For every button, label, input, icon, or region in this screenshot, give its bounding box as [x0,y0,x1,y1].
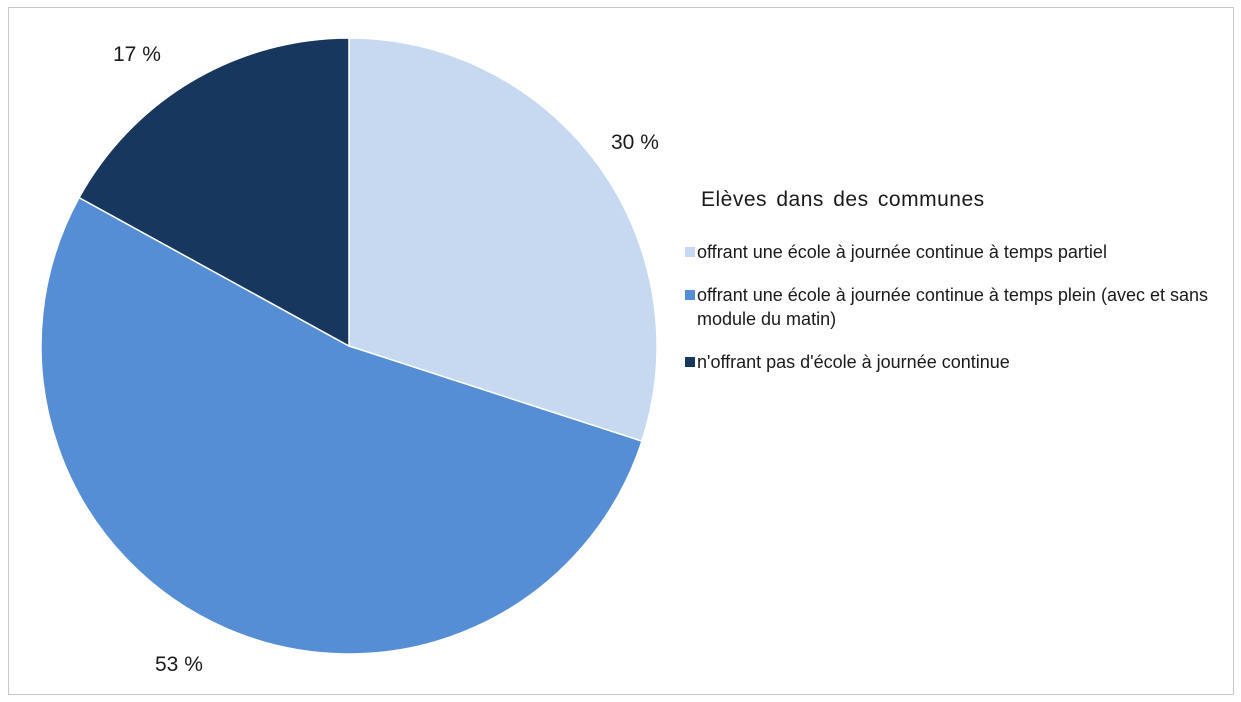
legend-swatch-none [685,357,695,367]
legend-item-none: n'offrant pas d'école à journée continue [685,350,1240,374]
legend-label-partial: offrant une école à journée continue à t… [697,242,1107,262]
legend-item-partial: offrant une école à journée continue à t… [685,240,1240,264]
slice-label-full: 53 % [155,653,203,676]
legend-swatch-full [685,290,695,300]
legend-label-full: offrant une école à journée continue à t… [697,285,1208,329]
pie-slice-partial [348,37,658,443]
pie-slice-none [78,37,350,348]
legend: Elèves dans des communes offrant une éco… [685,188,1240,393]
legend-title: Elèves dans des communes [701,188,985,211]
slice-label-partial: 30 % [611,131,659,154]
chart-frame: 30 % 53 % 17 % Elèves dans des communes … [8,7,1234,695]
legend-item-full: offrant une école à journée continue à t… [685,283,1240,331]
pie-slice-full [40,196,643,655]
slice-label-none: 17 % [113,43,161,66]
legend-label-none: n'offrant pas d'école à journée continue [697,352,1010,372]
legend-swatch-partial [685,247,695,257]
pie-chart [40,37,658,655]
